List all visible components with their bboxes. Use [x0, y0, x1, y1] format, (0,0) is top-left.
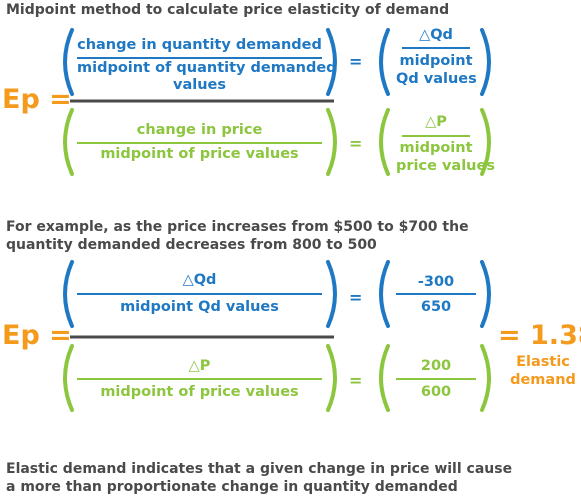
numerator-text: change in price — [136, 122, 263, 138]
denominator-text: midpoint of price values — [100, 146, 299, 162]
paren-close — [480, 28, 491, 96]
denominator-text: midpoint of price values — [100, 384, 299, 400]
result-label: Elastic — [516, 354, 570, 370]
paren-open — [63, 344, 74, 412]
paren-open — [379, 344, 390, 412]
ep-label: Ep = — [2, 320, 72, 351]
denominator-text: midpoint of quantity demanded — [77, 60, 337, 76]
numerator-text: △P — [188, 358, 211, 374]
paren-open — [63, 28, 74, 96]
denominator-text: midpoint — [399, 53, 473, 69]
conclusion-text: a more than proportionate change in quan… — [6, 479, 458, 495]
denominator-text: values — [173, 77, 226, 93]
paren-open — [63, 260, 74, 328]
numerator-text: △Qd — [419, 27, 453, 43]
denominator-value: 650 — [420, 299, 452, 315]
numerator-text: △Qd — [182, 272, 217, 288]
numerator-value: -300 — [417, 274, 455, 290]
result-label: demand — [510, 372, 576, 388]
page-title: Midpoint method to calculate price elast… — [6, 2, 450, 18]
example-intro: quantity demanded decreases from 800 to … — [6, 237, 377, 253]
equals-sign: = — [349, 52, 363, 71]
paren-open — [379, 28, 390, 96]
paren-close — [326, 108, 337, 176]
paren-close — [480, 260, 491, 328]
paren-close — [480, 344, 491, 412]
ep-label: Ep = — [2, 84, 72, 115]
denominator-text: price values — [396, 158, 495, 174]
example-intro: For example, as the price increases from… — [6, 219, 469, 235]
paren-open — [379, 260, 390, 328]
paren-close — [480, 108, 491, 176]
numerator-text: △P — [425, 114, 447, 130]
denominator-text: midpoint — [399, 140, 473, 156]
paren-close — [326, 344, 337, 412]
equals-sign: = — [349, 371, 363, 390]
paren-open — [63, 108, 74, 176]
denominator-text: Qd values — [396, 71, 477, 87]
result-value: = 1.38 — [498, 320, 581, 351]
conclusion-text: Elastic demand indicates that a given ch… — [6, 461, 513, 477]
paren-close — [326, 260, 337, 328]
equals-sign: = — [349, 288, 363, 307]
paren-open — [379, 108, 390, 176]
denominator-text: midpoint Qd values — [120, 299, 279, 315]
denominator-value: 600 — [420, 384, 452, 400]
numerator-text: change in quantity demanded — [77, 37, 322, 53]
numerator-value: 200 — [420, 358, 452, 374]
equals-sign: = — [349, 134, 363, 153]
paren-close — [326, 28, 337, 96]
